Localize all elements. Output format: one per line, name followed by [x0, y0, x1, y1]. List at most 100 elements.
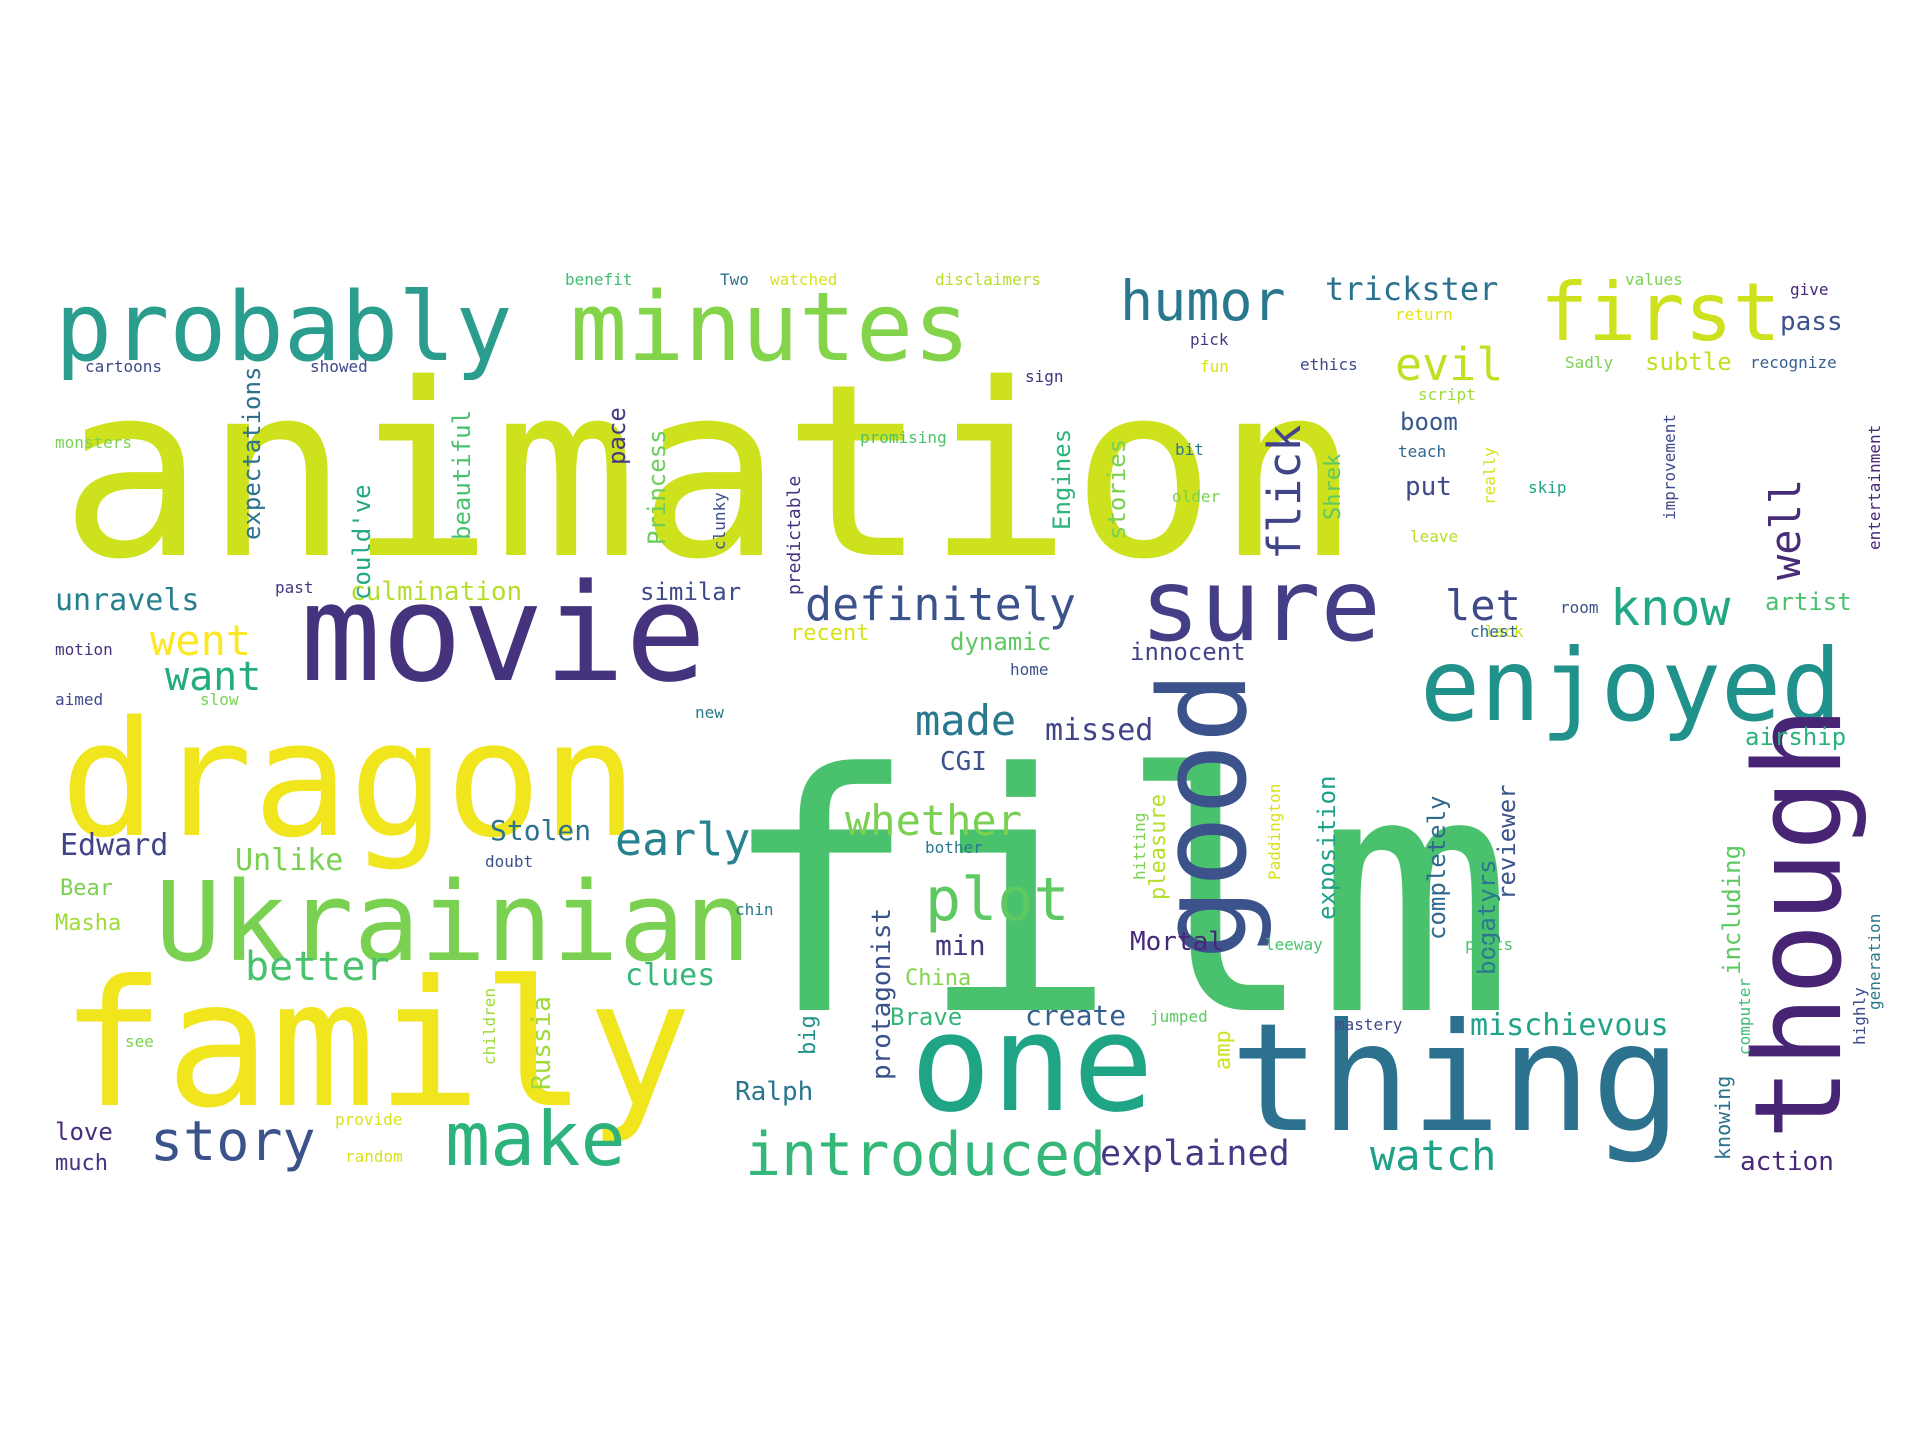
word-knowing: knowing — [1711, 1076, 1735, 1160]
word-introduced: introduced — [745, 1120, 1106, 1190]
word-mischievous: mischievous — [1470, 1008, 1669, 1043]
word-ethics: ethics — [1300, 355, 1358, 374]
word-watch: watch — [1370, 1131, 1496, 1180]
word-improvement: improvement — [1660, 414, 1679, 520]
word-random: random — [345, 1147, 403, 1166]
word-pleasure: pleasure — [1146, 794, 1171, 900]
word-big: big — [796, 1015, 821, 1055]
word-highly: highly — [1850, 987, 1869, 1045]
word-engines: Engines — [1048, 429, 1076, 530]
word-movie: movie — [300, 555, 706, 712]
word-ralph: Ralph — [735, 1077, 813, 1107]
word-though: though — [1730, 707, 1869, 1140]
word-flick: flick — [1258, 425, 1311, 560]
word-clues: clues — [625, 958, 715, 993]
word-ukrainian: Ukrainian — [155, 858, 751, 986]
word-action: action — [1740, 1147, 1834, 1177]
word-completely: completely — [1423, 796, 1451, 941]
word-min: min — [935, 929, 986, 962]
word-benefit: benefit — [565, 270, 632, 289]
word-motion: motion — [55, 640, 113, 659]
word-know: know — [1610, 579, 1731, 637]
word-older: older — [1172, 487, 1221, 506]
word-generation: generation — [1865, 914, 1884, 1010]
word-sure: sure — [1140, 547, 1381, 664]
word-showed: showed — [310, 357, 368, 376]
word-film: film — [720, 704, 1515, 1088]
word-dynamic: dynamic — [950, 628, 1051, 656]
word-good: good — [1135, 671, 1274, 960]
word-bear: Bear — [60, 876, 113, 901]
word-leeway: leeway — [1265, 935, 1323, 954]
word-recognize: recognize — [1750, 353, 1837, 372]
word-princess: Princess — [643, 429, 671, 545]
word-artist: artist — [1765, 588, 1852, 616]
word-chest: chest — [1470, 622, 1518, 641]
word-definitely: definitely — [805, 578, 1076, 631]
word-really: really — [1480, 447, 1499, 505]
word-reviewer: reviewer — [1493, 784, 1521, 900]
word-put: put — [1405, 472, 1452, 502]
word-slow: slow — [200, 690, 239, 709]
word-boom: boom — [1400, 408, 1458, 436]
word-recent: recent — [790, 621, 869, 646]
word-unravels: unravels — [55, 583, 200, 618]
word-parts: parts — [1465, 935, 1513, 954]
word-russia: Russia — [527, 996, 557, 1090]
word-room: room — [1560, 598, 1599, 617]
word-entertainment: entertainment — [1865, 425, 1884, 550]
word-values: values — [1625, 270, 1683, 289]
word-mortal: Mortal — [1130, 927, 1224, 957]
word-pace: pace — [603, 407, 631, 465]
word-home: home — [1010, 660, 1049, 679]
word-pick: pick — [1190, 330, 1229, 349]
word-make: make — [445, 1095, 626, 1183]
word-lack: lack — [1485, 622, 1524, 641]
word-well: well — [1761, 479, 1810, 580]
word-fun: fun — [1200, 357, 1229, 376]
word-whether: whether — [845, 796, 1022, 845]
word-stories: stories — [1103, 439, 1131, 540]
word-better: better — [245, 944, 390, 990]
word-doubt: doubt — [485, 852, 533, 871]
word-probably: probably — [55, 273, 513, 383]
word-provide: provide — [335, 1110, 402, 1129]
word-pass: pass — [1780, 307, 1843, 337]
word-clunky: clunky — [710, 492, 729, 550]
word-similar: similar — [640, 578, 741, 606]
word-one: one — [910, 985, 1154, 1142]
word-leave: leave — [1410, 527, 1458, 546]
word-let: let — [1445, 581, 1521, 630]
word-humor: humor — [1120, 269, 1286, 333]
word-family: family — [60, 944, 692, 1147]
word-culmination: culmination — [350, 577, 522, 607]
word-explained: explained — [1100, 1134, 1290, 1174]
word-china: China — [905, 966, 971, 991]
word-watched: watched — [770, 270, 837, 289]
word-children: children — [480, 988, 499, 1065]
word-story: story — [150, 1109, 316, 1173]
word-first: first — [1540, 266, 1781, 359]
word-innocent: innocent — [1130, 638, 1246, 666]
word-computer: computer — [1735, 978, 1754, 1055]
word-edward: Edward — [60, 828, 168, 863]
word-expectations: expectations — [238, 367, 266, 540]
word-subtle: subtle — [1645, 348, 1732, 376]
word-including: including — [1718, 845, 1746, 975]
word-love: love — [55, 1118, 113, 1146]
word-create: create — [1025, 999, 1126, 1032]
word-script: script — [1418, 385, 1476, 404]
word-paddington: Paddington — [1265, 784, 1284, 880]
word-give: give — [1790, 280, 1829, 299]
word-animation: animation — [60, 332, 1360, 612]
word-protagonist: protagonist — [867, 908, 897, 1080]
word-disclaimers: disclaimers — [935, 270, 1041, 289]
word-sign: sign — [1025, 367, 1064, 386]
word-missed: missed — [1045, 713, 1153, 748]
word-could-ve: could've — [348, 484, 376, 600]
word-made: made — [915, 696, 1016, 745]
word-cgi: CGI — [940, 747, 987, 777]
word-past: past — [275, 578, 314, 597]
word-enjoyed: enjoyed — [1420, 627, 1841, 744]
